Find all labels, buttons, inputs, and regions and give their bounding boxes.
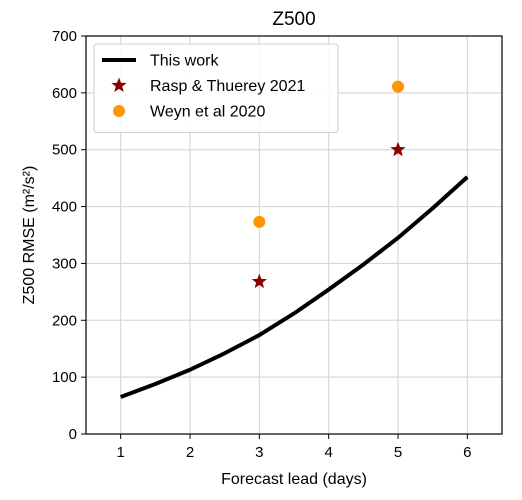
circle-point-weyn <box>392 80 404 93</box>
y-tick-label: 400 <box>52 199 77 216</box>
x-tick-label: 5 <box>394 444 402 461</box>
y-tick-label: 0 <box>69 426 77 443</box>
series-line-this-work <box>119 175 469 399</box>
circle-point-weyn <box>253 215 266 228</box>
y-tick-label: 700 <box>52 28 77 45</box>
y-tick-label: 500 <box>52 142 77 159</box>
x-tick-label: 1 <box>116 444 124 461</box>
legend-star-rasp-thuerey <box>111 77 127 92</box>
x-tick-label: 6 <box>463 444 471 461</box>
y-tick-label: 600 <box>52 85 77 102</box>
star-point-rasp-thuerey <box>251 273 267 289</box>
chart-title: Z500 <box>272 9 315 30</box>
legend-box <box>93 43 339 133</box>
plot-frame <box>85 35 503 435</box>
y-tick-label: 300 <box>52 255 77 272</box>
x-tick-label: 4 <box>324 444 332 461</box>
y-axis-label: Z500 RMSE (m²/s²) <box>21 166 38 305</box>
legend: This work Rasp & Thuerey 2021 Weyn et al 2… <box>93 43 339 133</box>
star-point-rasp-thuerey <box>390 141 406 157</box>
legend-circle-weyn <box>113 105 125 117</box>
x-axis-label: Forecast lead (days) <box>221 471 367 488</box>
legend-label: Rasp & Thuerey 2021 <box>150 78 305 95</box>
legend-label: Weyn et al 2020 <box>150 104 265 121</box>
y-tick-label: 100 <box>52 369 77 386</box>
axis-ticks: 1 2 3 4 5 6 0 100 200 300 400 500 600 700 <box>52 28 472 461</box>
data-layer <box>119 80 469 399</box>
y-tick-label: 200 <box>52 312 77 329</box>
x-tick-label: 3 <box>255 444 263 461</box>
legend-label: This work <box>150 53 219 70</box>
x-tick-label: 2 <box>186 444 194 461</box>
